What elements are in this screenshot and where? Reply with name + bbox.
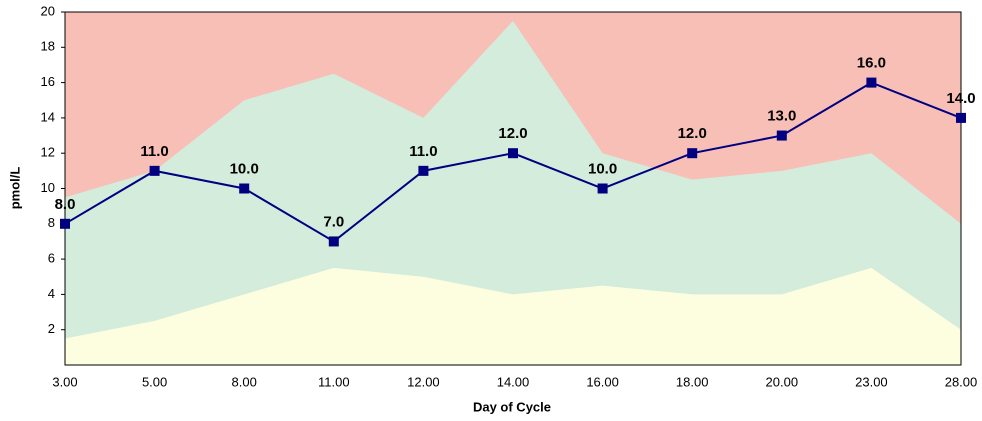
data-label: 8.0 bbox=[55, 196, 76, 213]
y-tick-label: 18 bbox=[41, 39, 55, 54]
y-tick-label: 4 bbox=[48, 286, 55, 301]
reference-band bbox=[65, 267, 961, 365]
data-label: 16.0 bbox=[857, 55, 886, 72]
data-label: 10.0 bbox=[588, 160, 617, 177]
x-tick-label: 8.00 bbox=[232, 374, 257, 389]
data-point bbox=[776, 130, 787, 141]
data-point bbox=[508, 148, 518, 159]
data-label: 12.0 bbox=[498, 125, 527, 142]
data-point bbox=[60, 218, 70, 229]
y-tick-label: 16 bbox=[41, 74, 55, 89]
data-point bbox=[239, 183, 250, 194]
x-tick-label: 11.00 bbox=[318, 374, 350, 389]
y-tick-label: 20 bbox=[41, 3, 55, 18]
x-tick-label: 28.00 bbox=[945, 374, 978, 389]
data-point bbox=[597, 183, 608, 194]
y-tick-label: 10 bbox=[41, 180, 55, 195]
data-point bbox=[149, 165, 160, 176]
y-tick-label: 12 bbox=[41, 145, 55, 160]
data-label: 13.0 bbox=[767, 108, 796, 125]
y-tick-label: 2 bbox=[48, 321, 55, 336]
data-point bbox=[328, 236, 339, 247]
reference-band bbox=[65, 20, 961, 365]
data-point bbox=[418, 165, 429, 176]
data-point bbox=[687, 148, 698, 159]
data-point bbox=[866, 77, 877, 88]
data-label: 12.0 bbox=[678, 125, 707, 142]
data-label: 11.0 bbox=[140, 143, 168, 160]
x-tick-label: 23.00 bbox=[855, 374, 888, 389]
y-tick-label: 6 bbox=[48, 251, 55, 266]
x-tick-label: 20.00 bbox=[766, 374, 799, 389]
y-axis-label: pmol/L bbox=[7, 167, 22, 210]
data-label: 14.0 bbox=[946, 90, 975, 107]
y-tick-label: 8 bbox=[48, 215, 55, 230]
data-label: 10.0 bbox=[230, 160, 259, 177]
x-tick-label: 14.00 bbox=[497, 374, 530, 389]
data-label: 7.0 bbox=[323, 213, 344, 230]
x-tick-label: 5.00 bbox=[142, 374, 167, 389]
x-tick-label: 3.00 bbox=[52, 374, 77, 389]
x-tick-label: 18.00 bbox=[676, 374, 709, 389]
x-tick-label: 12.00 bbox=[407, 374, 440, 389]
data-label: 11.0 bbox=[409, 143, 437, 160]
x-axis-label: Day of Cycle bbox=[473, 399, 551, 414]
data-point bbox=[956, 112, 966, 123]
x-tick-label: 16.00 bbox=[586, 374, 619, 389]
y-tick-label: 14 bbox=[41, 109, 55, 124]
